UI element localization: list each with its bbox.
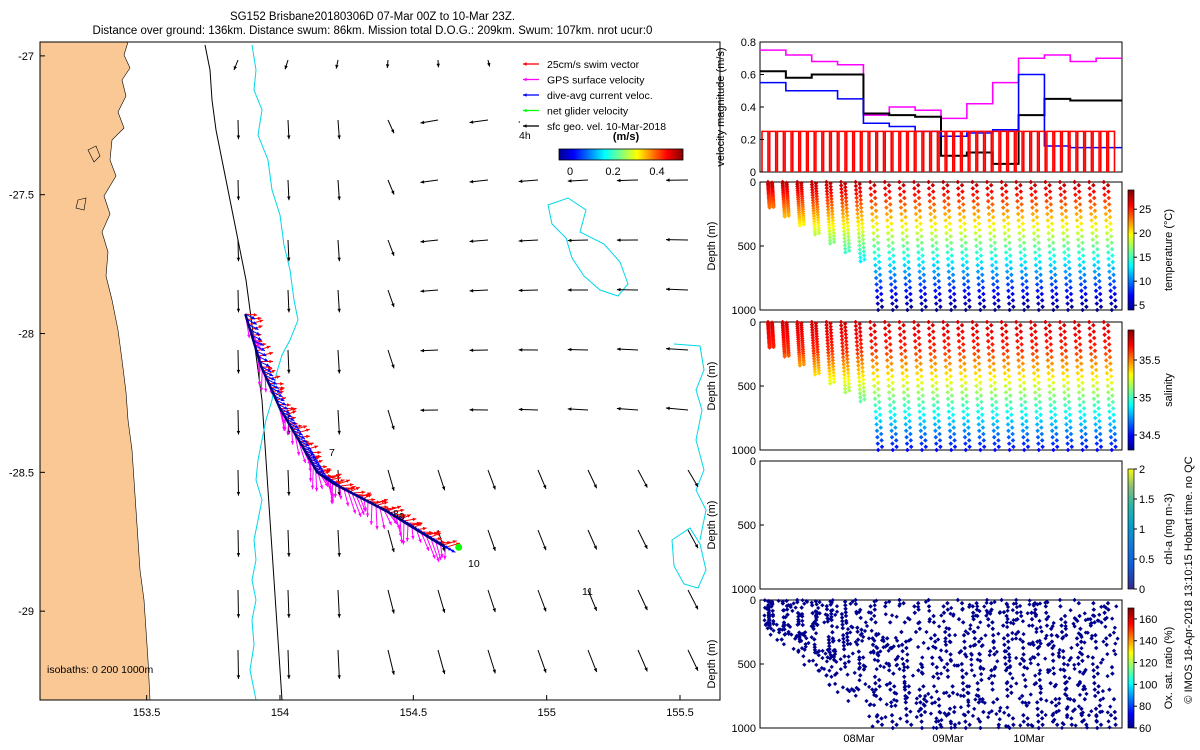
temperature-colorbar xyxy=(1128,190,1134,310)
chla-depth-tick-1: 500 xyxy=(738,520,756,532)
isobaths-label: isobaths: 0 200 1000m xyxy=(47,664,153,676)
map-x-tick-2: 154.5 xyxy=(400,707,428,719)
temperature-cb-tick-0: 25 xyxy=(1139,204,1151,216)
chla-cb-tick-4: 0 xyxy=(1139,584,1145,596)
sfc-arrow xyxy=(438,700,445,725)
temperature-cb-tick-2: 15 xyxy=(1139,252,1151,264)
oxygen-cb-tick-2: 120 xyxy=(1139,658,1157,670)
vel-y-tick-1: 0.6 xyxy=(741,70,756,82)
map-legend: 25cm/s swim vector GPS surface velocity di… xyxy=(519,50,700,142)
map-x-tick-1: 154 xyxy=(271,707,289,719)
colorbar-tick-0: 0 xyxy=(567,166,573,178)
svg-text:sfc geo. vel. 10-Mar-2018: sfc geo. vel. 10-Mar-2018 xyxy=(547,121,666,133)
oxygen-depth-tick-1: 500 xyxy=(738,659,756,671)
oxygen-colorbar-label: Ox. sat. ratio (%) xyxy=(1163,627,1175,710)
chla-depth-tick-0: 0 xyxy=(750,456,756,468)
chla-cb-tick-0: 2 xyxy=(1139,464,1145,476)
chla-cb-tick-1: 1.5 xyxy=(1139,494,1154,506)
sfc-arrow xyxy=(337,700,340,730)
velocity-panel: 0.80.60.40.20 velocity magnitude (m/s) xyxy=(715,37,1122,179)
waypoint-10: 10 xyxy=(468,558,480,570)
oxygen-depth-tick-2: 1000 xyxy=(732,723,756,735)
time-tick-09Mar: 09Mar xyxy=(932,733,964,745)
time-tick-10Mar: 10Mar xyxy=(1013,733,1045,745)
temperature-cb-tick-4: 5 xyxy=(1139,300,1145,312)
sfc-arrow xyxy=(488,700,496,725)
oxygen-cb-tick-5: 60 xyxy=(1139,723,1151,735)
oxygen-cb-tick-4: 80 xyxy=(1139,701,1151,713)
salinity-panel: 05001000Depth (m)35.53534.5salinity xyxy=(706,317,1175,457)
net-glider-end xyxy=(455,544,462,551)
salinity-depth-tick-0: 0 xyxy=(750,317,756,329)
salinity-depth-tick-1: 500 xyxy=(738,381,756,393)
temperature-panel: 0 500 1000 Depth (m) 25 20 15 10 5 temperature (°… xyxy=(706,177,1175,317)
sfc-arrow xyxy=(237,700,240,730)
map-y-tick-3: -28.5 xyxy=(9,467,34,479)
velocity-ylabel: velocity magnitude (m/s) xyxy=(715,47,727,166)
salinity-cb-tick-2: 34.5 xyxy=(1139,430,1160,442)
colorbar-tick-2: 0.4 xyxy=(649,166,664,178)
map-x-tick-3: 155 xyxy=(537,707,555,719)
temperature-cb-tick-3: 10 xyxy=(1139,276,1151,288)
svg-text:net glider velocity: net glider velocity xyxy=(547,106,629,118)
chla-ylabel: Depth (m) xyxy=(706,501,718,550)
map-y-tick-0: -27 xyxy=(18,51,34,63)
map-x-tick-4: 155.5 xyxy=(666,707,694,719)
temperature-depth-tick-1: 500 xyxy=(738,241,756,253)
svg-text:GPS surface velocity: GPS surface velocity xyxy=(547,75,645,87)
svg-text:25cm/s swim vector: 25cm/s swim vector xyxy=(547,59,640,71)
oxygen-depth-tick-0: 0 xyxy=(750,595,756,607)
chla-colorbar-label: chl-a (mg m-3) xyxy=(1163,493,1175,565)
legend-4h: 4h xyxy=(519,130,531,142)
temperature-cb-tick-1: 20 xyxy=(1139,228,1151,240)
waypoint-7: 7 xyxy=(329,447,335,459)
sfc-arrow xyxy=(588,700,597,723)
colorbar-title: (m/s) xyxy=(613,131,640,143)
salinity-colorbar xyxy=(1128,330,1134,450)
figure-canvas: 153.5 154 154.5 155 155.5-27-27.5-28-28.5-29… xyxy=(0,0,1200,750)
oxygen-panel: 0 500 1000 Depth (m) 160 140 120 100 80 60 Ox. sat… xyxy=(706,595,1175,735)
salinity-ylabel: Depth (m) xyxy=(706,362,718,411)
temperature-colorbar-label: temperature (°C) xyxy=(1163,209,1175,291)
oxygen-cb-tick-1: 140 xyxy=(1139,636,1157,648)
map-y-tick-2: -28 xyxy=(18,329,34,341)
time-axis: 08Mar 09Mar 10Mar xyxy=(843,733,1045,745)
map-x-tick-0: 153.5 xyxy=(133,707,161,719)
temperature-depth-tick-2: 1000 xyxy=(732,305,756,317)
chla-cb-tick-3: 0.5 xyxy=(1139,554,1154,566)
map-y-tick-1: -27.5 xyxy=(9,190,34,202)
copyright-note: © IMOS 18-Apr-2018 13:10:15 Hobart time.… xyxy=(1183,456,1195,703)
oxygen-cb-tick-0: 160 xyxy=(1139,614,1157,626)
chla-panel: 05001000Depth (m)21.510.50chl-a (mg m-3) xyxy=(706,456,1175,596)
oxygen-ylabel: Depth (m) xyxy=(706,640,718,689)
waypoint-11: 11 xyxy=(582,586,593,598)
vel-y-tick-3: 0.2 xyxy=(741,135,756,147)
chla-cb-tick-2: 1 xyxy=(1139,524,1145,536)
map-panel: 153.5 154 154.5 155 155.5 -27 -27.5 -28 -28.5 -29… xyxy=(9,42,720,730)
salinity-colorbar-label: salinity xyxy=(1163,373,1175,407)
salinity-cb-tick-1: 35 xyxy=(1139,393,1151,405)
temperature-depth-tick-0: 0 xyxy=(750,177,756,189)
time-tick-08Mar: 08Mar xyxy=(843,733,875,745)
oxygen-cb-tick-3: 100 xyxy=(1139,679,1157,691)
map-y-tick-4: -29 xyxy=(18,606,34,618)
vel-y-tick-2: 0.4 xyxy=(741,102,756,114)
salinity-cb-tick-0: 35.5 xyxy=(1139,355,1160,367)
colorbar-tick-1: 0.2 xyxy=(605,166,620,178)
sfc-arrow xyxy=(388,700,395,726)
waypoint-9: 9 xyxy=(399,511,405,523)
temperature-ylabel: Depth (m) xyxy=(706,222,718,271)
sfc-arrow xyxy=(638,700,648,723)
svg-text:dive-avg current veloc.: dive-avg current veloc. xyxy=(547,90,653,102)
vel-y-tick-0: 0.8 xyxy=(741,37,756,49)
oxygen-colorbar xyxy=(1128,608,1134,728)
chla-colorbar xyxy=(1128,469,1134,589)
